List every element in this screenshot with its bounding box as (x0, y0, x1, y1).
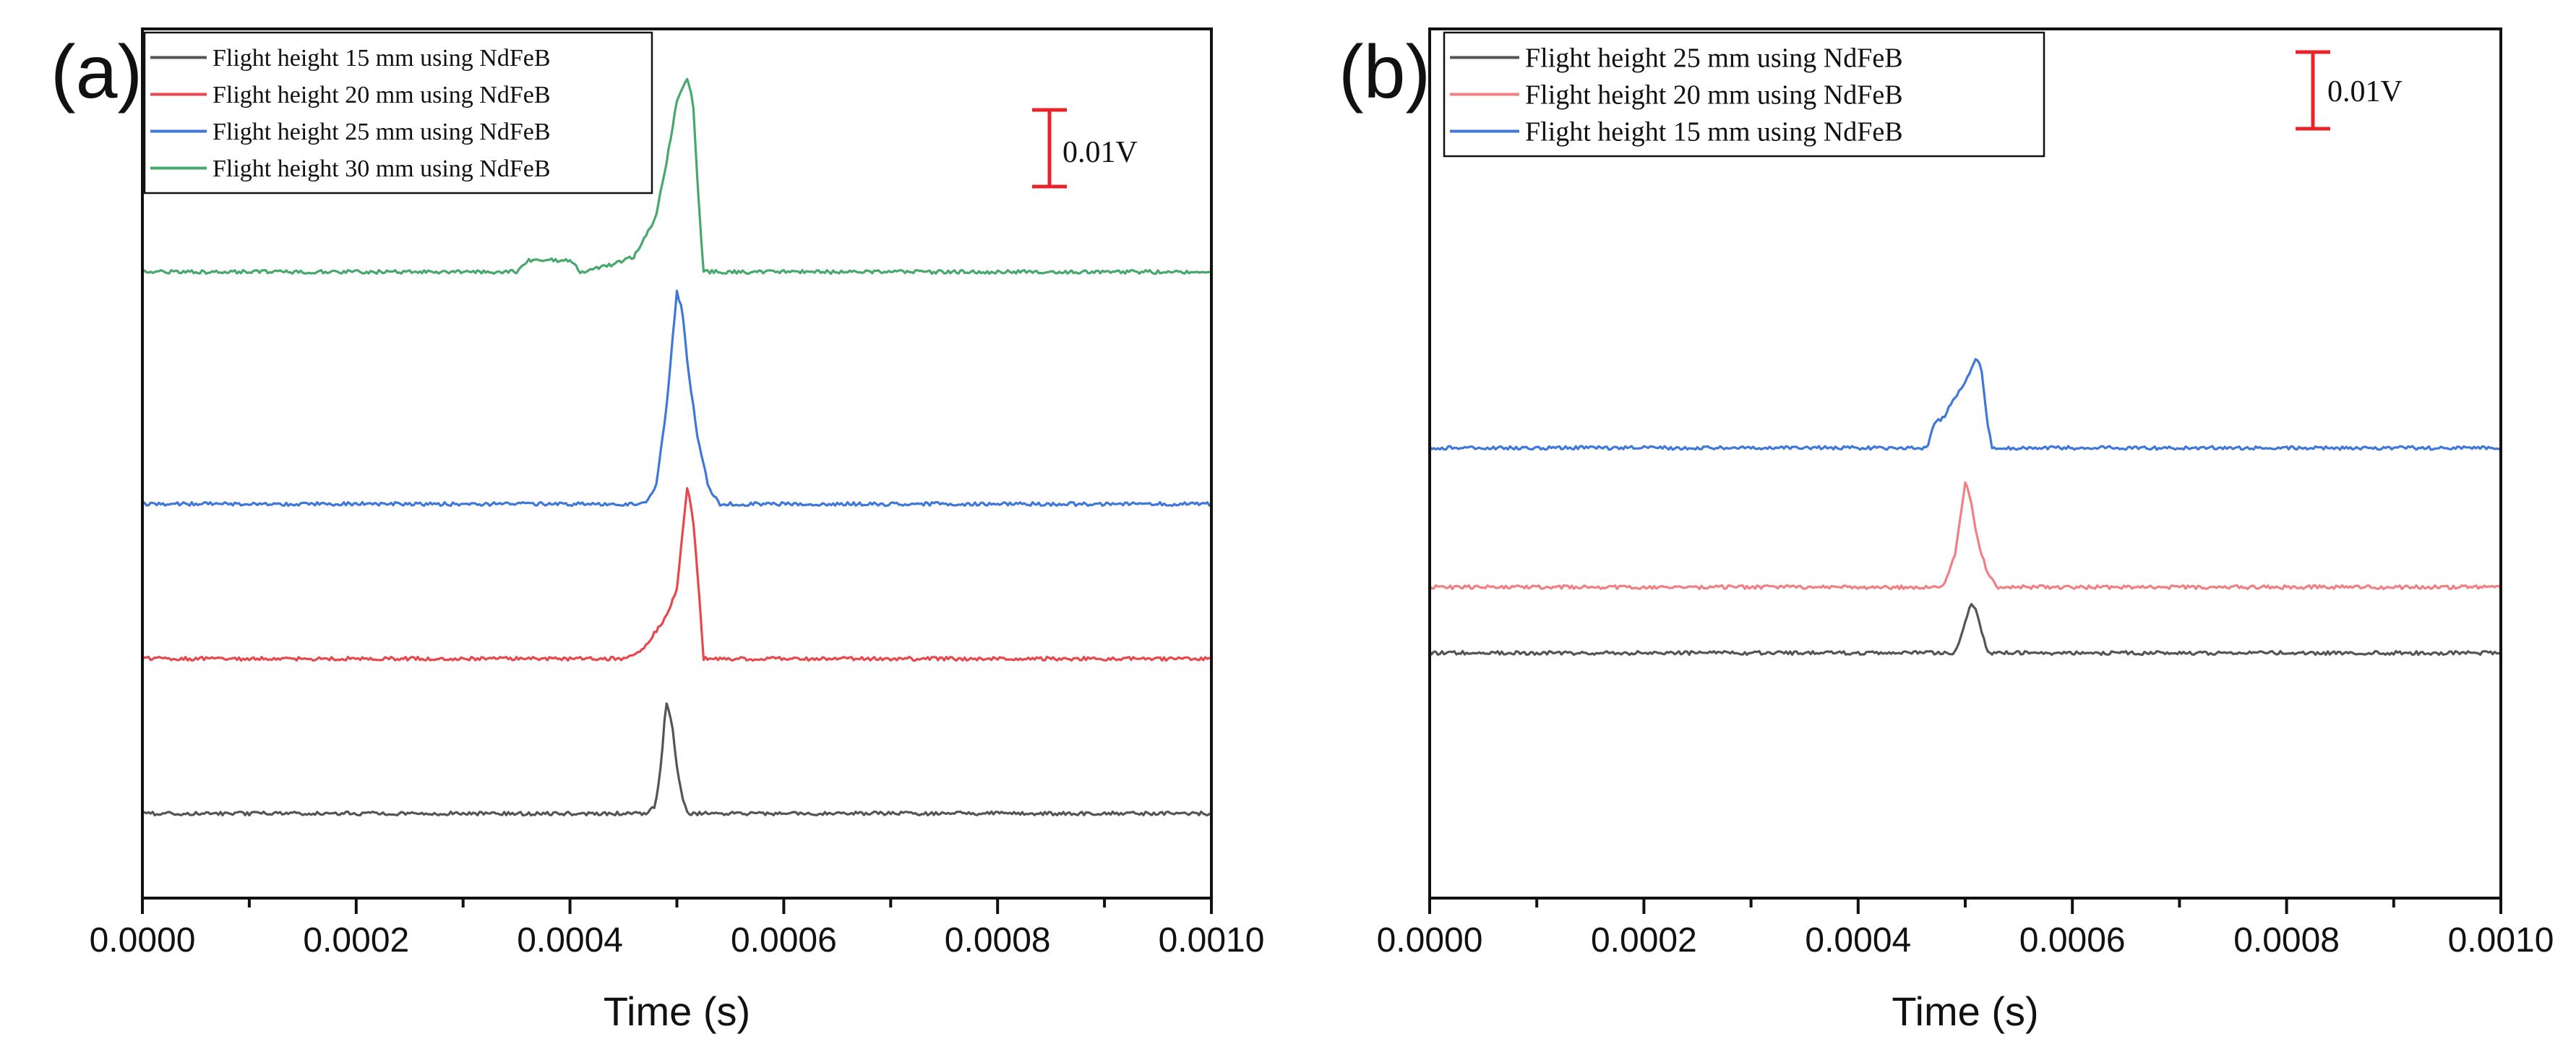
plot-frame (1428, 27, 2502, 900)
x-tick-label: 0.0008 (945, 921, 1051, 960)
scale-bar: 0.01V (1032, 108, 1138, 189)
x-tick-label: 0.0006 (731, 921, 837, 960)
x-tick-label: 0.0004 (1805, 921, 1911, 960)
x-tick-label: 0.0008 (2233, 921, 2340, 960)
series-line (141, 289, 1213, 508)
chart-panel: (b) 0.0000 0.0002 0.0004 0.0006 0.0008 0.0010 T… (1339, 27, 2554, 1034)
x-tick-label: 0.0002 (1591, 921, 1697, 960)
x-tick-label: 0.0000 (90, 921, 196, 960)
x-tick-label: 0.0000 (1377, 921, 1483, 960)
x-axis-label: Time (s) (1892, 988, 2038, 1034)
legend-entry: Flight height 30 mm using NdFeB (212, 155, 551, 182)
x-tick-label: 0.0004 (517, 921, 623, 960)
series-line (141, 77, 1212, 276)
chart-panel: (a) 0.0000 0.0002 0.0004 0.0006 0.0008 0.0010 T… (51, 27, 1265, 1034)
series-line (1428, 481, 2502, 591)
scale-bar-label: 0.01V (2327, 75, 2403, 108)
series-line (141, 702, 1212, 817)
legend-box (143, 31, 653, 195)
panel-label: (a) (51, 30, 142, 114)
series-line (141, 487, 1212, 662)
series-line (1428, 358, 2502, 451)
x-tick-label: 0.0006 (2019, 921, 2126, 960)
legend-entry: Flight height 15 mm using NdFeB (212, 45, 551, 72)
scale-bar: 0.01V (2296, 50, 2403, 131)
legend: Flight height 15 mm using NdFeB Flight he… (143, 31, 653, 195)
scale-bar-label: 0.01V (1062, 136, 1138, 169)
x-tick-label: 0.0010 (1159, 921, 1265, 960)
x-tick-label: 0.0010 (2448, 921, 2554, 960)
legend-entry: Flight height 20 mm using NdFeB (1525, 80, 1903, 110)
x-tick-label: 0.0002 (303, 921, 409, 960)
legend-box (1443, 31, 2045, 158)
legend-entry: Flight height 20 mm using NdFeB (212, 82, 551, 108)
legend: Flight height 25 mm using NdFeB Flight he… (1443, 31, 2045, 158)
legend-entry: Flight height 25 mm using NdFeB (212, 119, 551, 145)
legend-entry: Flight height 15 mm using NdFeB (1525, 116, 1903, 147)
legend-entry: Flight height 25 mm using NdFeB (1525, 43, 1903, 73)
series-line (1428, 602, 2502, 657)
panel-label: (b) (1339, 30, 1430, 114)
x-axis-label: Time (s) (604, 988, 750, 1034)
